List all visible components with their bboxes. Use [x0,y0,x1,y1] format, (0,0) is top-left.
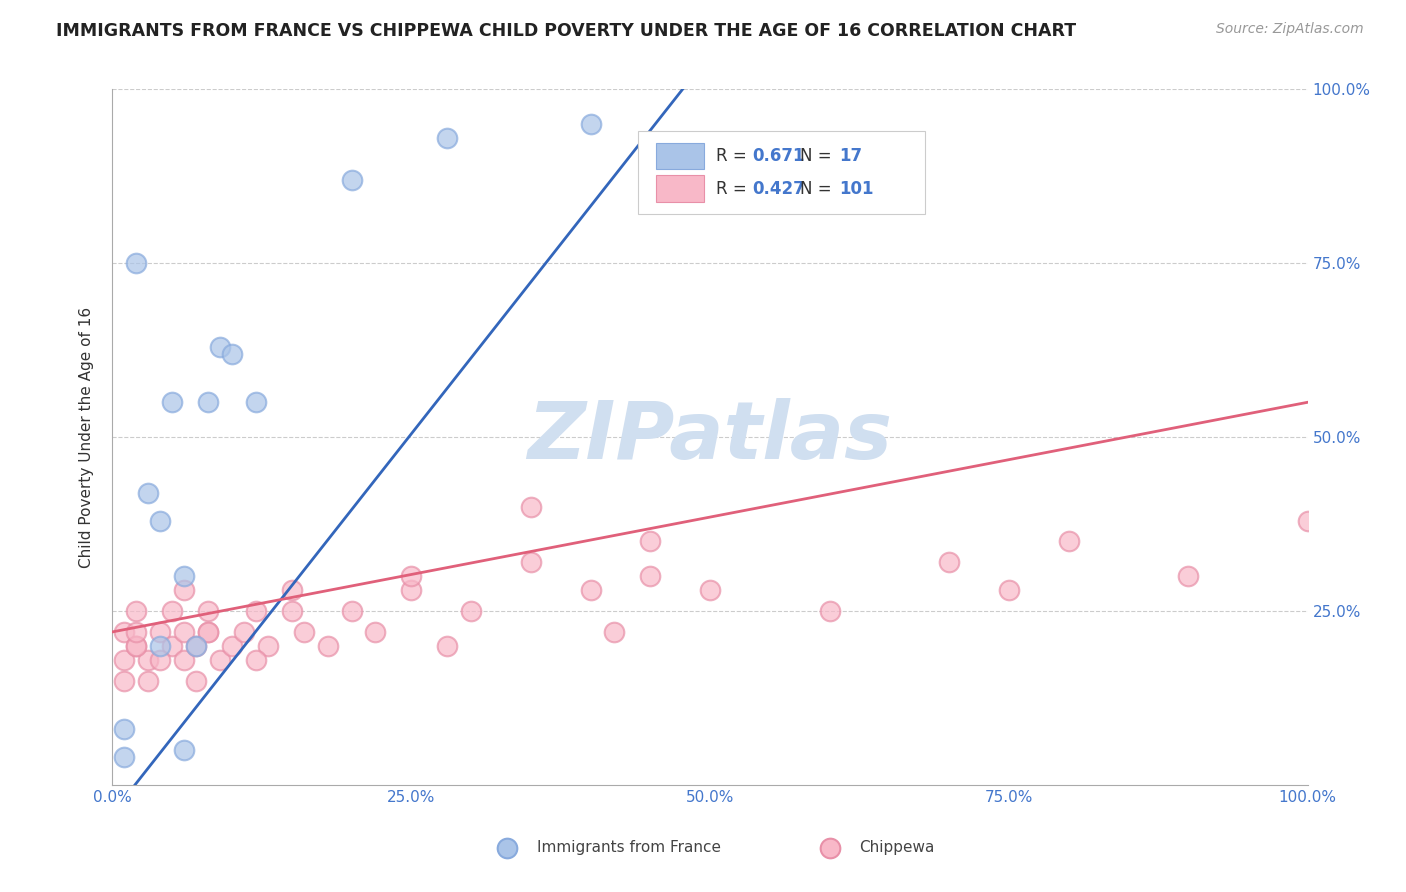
Point [138,485,160,500]
Point [364,624,387,639]
Point [245,395,267,409]
Bar [657,143,704,169]
Text: 0.427: 0.427 [752,179,804,198]
Point [125,256,148,270]
Point [292,624,315,639]
Text: IMMIGRANTS FROM FRANCE VS CHIPPEWA CHILD POVERTY UNDER THE AGE OF 16 CORRELATION: IMMIGRANTS FROM FRANCE VS CHIPPEWA CHILD… [56,22,1077,40]
Point [1057,534,1080,549]
Point [579,583,602,598]
Point [818,604,841,618]
Point [245,604,267,618]
Point [138,673,160,688]
Point [186,639,208,653]
Point [162,604,183,618]
Text: Chippewa: Chippewa [859,840,935,855]
Text: N =: N = [800,147,837,165]
Point [640,569,662,583]
Point [998,583,1021,598]
Point [699,583,721,598]
Text: 17: 17 [839,147,862,165]
Point [340,604,363,618]
Point [114,723,135,737]
Point [186,673,208,688]
Point [114,673,135,688]
Point [149,624,172,639]
Point [197,624,219,639]
Text: R =: R = [716,147,752,165]
Point [209,653,232,667]
Text: Immigrants from France: Immigrants from France [537,840,721,855]
Point [197,395,219,409]
Point [1296,514,1319,528]
Point [245,653,267,667]
Point [209,340,232,354]
Point [173,569,195,583]
Point [257,639,280,653]
Point [603,624,626,639]
Point [114,653,135,667]
Point [221,346,243,360]
Point [938,555,960,569]
Point [401,569,423,583]
Point [162,395,183,409]
Point [125,639,148,653]
Point [125,624,148,639]
Point [197,624,219,639]
Point [436,131,458,145]
Point [1177,569,1199,583]
FancyBboxPatch shape [638,131,925,214]
Y-axis label: Child Poverty Under the Age of 16: Child Poverty Under the Age of 16 [79,307,94,567]
Point [173,653,195,667]
Text: Source: ZipAtlas.com: Source: ZipAtlas.com [1216,22,1364,37]
Point [197,604,219,618]
Point [138,653,160,667]
Point [640,534,662,549]
Text: R =: R = [716,179,752,198]
Point [149,639,172,653]
Point [149,653,172,667]
Point [173,583,195,598]
Text: 101: 101 [839,179,873,198]
Point [221,639,243,653]
Point [340,172,363,186]
Point [460,604,482,618]
Point [401,583,423,598]
Point [281,583,304,598]
Point [316,639,339,653]
Text: ZIPatlas: ZIPatlas [527,398,893,476]
Point [520,500,543,514]
Point [125,604,148,618]
Point [520,555,543,569]
Point [186,639,208,653]
Bar [657,176,704,202]
Text: 0.671: 0.671 [752,147,804,165]
Text: N =: N = [800,179,837,198]
Point [149,514,172,528]
Point [173,743,195,757]
Point [173,624,195,639]
Point [281,604,304,618]
Point [436,639,458,653]
Point [162,639,183,653]
Point [114,750,135,764]
Point [233,624,256,639]
Point [579,117,602,131]
Point [125,639,148,653]
Point [114,624,135,639]
